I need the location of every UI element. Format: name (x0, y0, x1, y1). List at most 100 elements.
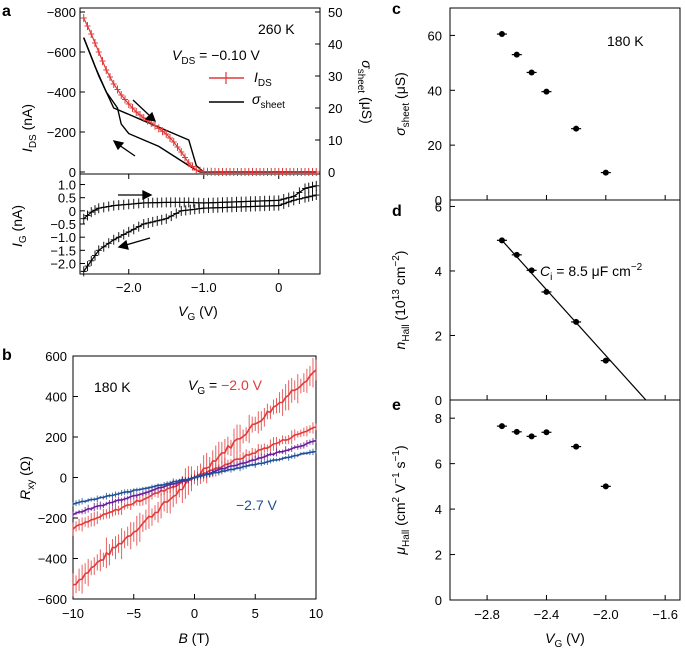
e-point (528, 433, 535, 440)
ig-point (196, 203, 203, 214)
a-curves (80, 14, 320, 277)
ids-point (140, 114, 147, 122)
a-xtick-label: −2.0 (116, 280, 142, 295)
panel-a-bottom-frame (79, 173, 321, 275)
panel-d-frame (449, 199, 681, 401)
ids-point (174, 143, 181, 151)
ids-point (84, 22, 91, 30)
ig-point (309, 181, 316, 192)
ig-point (280, 198, 287, 209)
ids-point (185, 159, 192, 167)
ids-point (92, 39, 98, 47)
e-xlabel: VG (V) (545, 630, 585, 650)
b-ytick-label: 200 (45, 430, 67, 445)
ids-point (103, 66, 110, 74)
a-vds-annotation: VDS = −0.10 V (172, 47, 261, 67)
d-ylabel: nHall (1013 cm−2) (391, 251, 412, 350)
ids-point (129, 104, 136, 112)
a-bottom-ytick-label: 1.0 (58, 178, 76, 193)
e-point (602, 483, 609, 490)
ig-point (178, 205, 185, 216)
d-point (602, 357, 609, 364)
ids-point (170, 138, 177, 146)
a-xtick-label: −1.0 (191, 280, 217, 295)
e-xtick-label: −2.0 (593, 607, 619, 622)
ig-point (149, 216, 156, 227)
a-x-axis: −2.0 −1.0 0 (116, 174, 282, 295)
panel-c-frame (449, 7, 681, 201)
ids-point (137, 111, 143, 119)
a-top-ylabel-right: σsheet (μS) (355, 60, 375, 124)
a-xlabel: VG (V) (178, 303, 218, 323)
panel-label-b: b (2, 347, 12, 364)
ig-point (302, 183, 308, 194)
ig-point (200, 203, 207, 214)
b-xtick-label: −5 (126, 606, 141, 621)
e-point (498, 423, 505, 430)
a-arrows (112, 99, 157, 250)
ids-point (155, 124, 162, 133)
ig-point (100, 241, 107, 252)
ig-point (313, 190, 320, 201)
ig-point (313, 180, 320, 191)
ig-point (158, 214, 165, 225)
ig-point (95, 245, 102, 256)
panel-label-a: a (2, 3, 11, 20)
panel-e-frame (449, 399, 681, 601)
e-point (513, 428, 520, 435)
b-xtick-label: 5 (252, 606, 259, 621)
ids-point (110, 80, 117, 88)
c-point (498, 31, 505, 38)
b-ylabel: Rxy (Ω) (17, 456, 37, 500)
ig-point (115, 232, 122, 243)
a-xtick-label: 0 (275, 280, 282, 295)
ids-point (118, 91, 125, 99)
ig-point (305, 182, 312, 193)
arrow-left (125, 237, 151, 246)
b-xtick-label: 0 (191, 606, 198, 621)
b-ytick-label: 600 (45, 349, 67, 364)
legend-ids-label: IDS (254, 69, 272, 89)
a-top-right-ytick-label: 0 (328, 165, 335, 180)
e-ylabel: μHall (cm2 V−1 s−1) (391, 445, 412, 555)
b-xtick-label: −10 (62, 606, 84, 621)
a-top-right-ytick-label: 30 (328, 69, 342, 84)
ids-point (178, 148, 185, 156)
ig-point (125, 226, 132, 237)
c-temperature: 180 K (607, 33, 644, 49)
ig-point (182, 205, 189, 216)
arrow-left-up (118, 144, 136, 157)
a-bottom-ytick-label: 0.5 (58, 191, 76, 206)
ig-point (100, 202, 107, 213)
e-point (573, 443, 580, 450)
e-xtick-label: −1.6 (652, 607, 678, 622)
ig-point (88, 207, 95, 218)
ids-point (163, 130, 170, 138)
b-curves (72, 357, 317, 597)
panel-label-e: e (392, 397, 401, 414)
ig-point (110, 234, 117, 245)
ig-point (92, 250, 98, 261)
a-top-right-ytick-label: 10 (328, 133, 342, 148)
a-top-ytick-label: −200 (47, 125, 76, 140)
b-ytick-label: −200 (38, 511, 67, 526)
ig-point (168, 211, 175, 222)
ig-point (88, 255, 95, 266)
d-point (528, 267, 535, 274)
ig-point (145, 217, 152, 228)
ids-point (313, 168, 320, 176)
a-legend: IDS σsheet (209, 69, 285, 111)
ig-point (296, 194, 303, 204)
b-xlabel: B (T) (178, 630, 209, 646)
arrow-right-down-head (144, 111, 157, 122)
ids-point (114, 85, 121, 94)
ids-point (107, 73, 113, 81)
b-series (72, 448, 317, 507)
ids-point (99, 57, 106, 65)
c-point (602, 169, 609, 176)
a-bottom-left-axis: 1.00.50−0.5−1.0−1.5−2.0 (50, 178, 85, 271)
